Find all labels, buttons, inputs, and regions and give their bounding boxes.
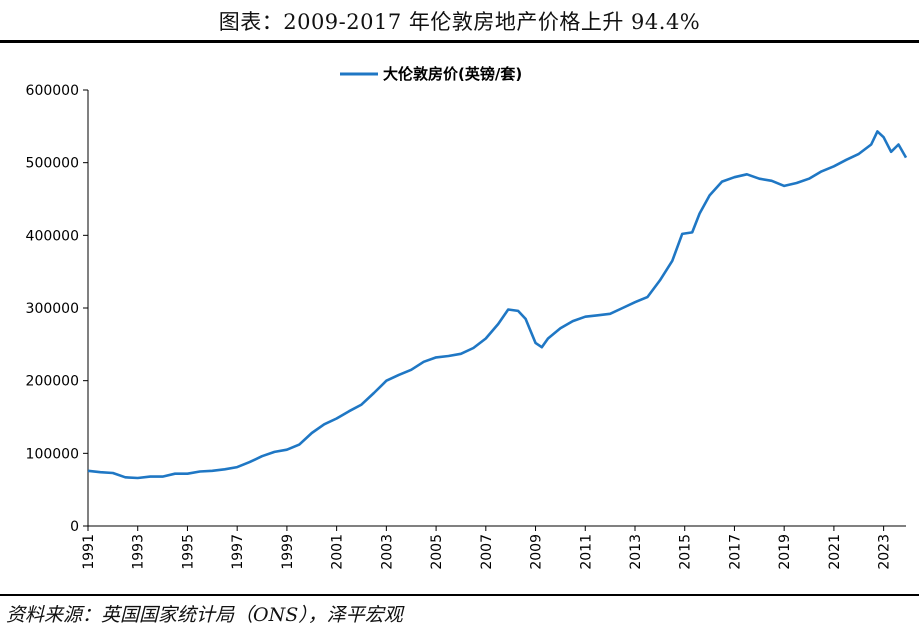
x-tick-label: 2011	[578, 534, 594, 570]
x-axis-ticks: 1991 1993 1995 1997 1999 2001 2003 2005 2007 2009…	[81, 526, 893, 570]
x-tick-label: 2005	[429, 534, 445, 570]
x-tick-label: 1991	[81, 534, 97, 570]
series-line-london-house-price	[87, 130, 908, 480]
y-tick-label: 500000	[26, 156, 79, 172]
x-tick-label: 2013	[628, 534, 644, 570]
y-tick-label: 600000	[26, 83, 79, 99]
x-tick-label: 1993	[131, 534, 147, 570]
y-tick-label: 0	[70, 519, 79, 535]
x-tick-label: 2015	[678, 534, 694, 570]
y-tick-label: 100000	[26, 446, 79, 462]
x-tick-label: 2009	[529, 534, 545, 570]
y-tick-label: 300000	[26, 301, 79, 317]
footer-rule	[0, 594, 919, 596]
x-tick-label: 1997	[230, 534, 246, 570]
x-tick-label: 1999	[280, 534, 296, 570]
legend-label: 大伦敦房价(英镑/套)	[383, 65, 522, 83]
x-tick-label: 2001	[330, 534, 346, 570]
page-title: 图表：2009-2017 年伦敦房地产价格上升 94.4%	[218, 10, 701, 34]
title-rule	[0, 40, 919, 43]
x-tick-label: 2023	[877, 534, 893, 570]
source-note: 资料来源：英国国家统计局（ONS），泽平宏观	[6, 604, 403, 626]
legend: 大伦敦房价(英镑/套)	[340, 65, 522, 83]
x-tick-label: 2017	[727, 534, 743, 570]
x-tick-label: 2019	[777, 534, 793, 570]
x-tick-label: 2003	[379, 534, 395, 570]
y-tick-label: 200000	[26, 374, 79, 390]
x-tick-label: 1995	[180, 534, 196, 570]
x-tick-label: 2007	[479, 534, 495, 570]
y-axis-ticks: 0 100000 200000 300000 400000 500000 600000	[26, 83, 88, 535]
y-tick-label: 400000	[26, 228, 79, 244]
line-chart: 大伦敦房价(英镑/套) 0 100000 200000 300000 400000 500…	[26, 65, 908, 570]
x-tick-label: 2021	[827, 534, 843, 570]
